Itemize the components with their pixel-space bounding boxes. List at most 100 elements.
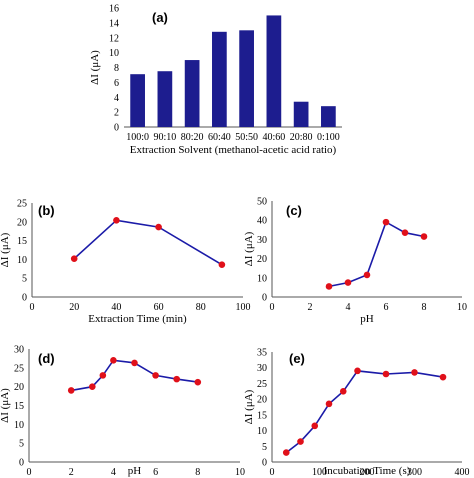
y-tick-label: 6 [114,78,119,89]
x-tick-label: 0 [30,302,35,313]
panel-label: (b) [38,203,55,218]
y-tick-label: 5 [19,439,24,450]
y-tick-label: 2 [114,108,119,119]
panel-label: (d) [38,351,55,366]
x-axis-title: Extraction Time (min) [88,313,187,325]
x-tick-label: 2 [69,467,74,478]
y-tick-label: 12 [109,33,119,44]
x-tick-label: 80 [196,302,206,313]
x-tick-label: 0 [270,467,275,478]
y-tick-label: 0 [262,293,267,304]
data-point [67,387,75,394]
panel-label: (c) [286,203,302,218]
bar [157,71,173,127]
data-point [401,229,409,236]
x-tick-label: 0 [270,302,275,313]
data-point [339,387,347,395]
bar [130,74,145,127]
y-axis-title: ΔI (μA) [89,50,101,85]
data-point [363,271,371,279]
x-tick-label: 10 [457,302,467,313]
x-axis-title: Incubation Time (s) [324,465,411,477]
data-point [297,438,304,445]
data-point [155,223,162,231]
data-point [89,383,96,390]
y-axis-title: ΔI (μA) [243,389,255,424]
data-point [173,375,180,383]
x-tick-label: 8 [422,302,427,313]
y-tick-label: 10 [257,273,267,284]
panel-a: 0 2 4 6 8 10 12 14 16 100:0 90:10 80:20 60:40 50:50 40… [89,4,342,156]
bar [293,101,309,127]
y-axis-title: ΔI (μA) [0,232,11,267]
data-point [131,359,138,367]
y-tick-label: 20 [257,395,267,406]
x-tick-label: 200 [360,467,375,478]
x-tick-label: 90:10 [153,132,176,143]
y-tick-label: 20 [17,217,27,228]
y-tick-label: 20 [14,382,24,393]
panel-label: (a) [152,10,168,25]
x-axis-title: Extraction Solvent (methanol-acetic acid… [130,144,337,156]
x-tick-label: 80:20 [181,132,204,143]
y-tick-label: 10 [109,48,119,59]
y-tick-label: 0 [262,458,267,469]
y-tick-label: 30 [257,363,267,374]
x-tick-label: 6 [153,467,158,478]
data-point [420,233,428,240]
x-axis-title: pH [128,465,142,477]
y-tick-label: 0 [22,293,27,304]
x-axis-title: pH [360,313,374,325]
y-tick-label: 30 [14,345,24,356]
panel-label: (e) [289,351,305,366]
x-tick-label: 0 [27,467,32,478]
panel-c: 0 10 20 30 40 50 0 2 4 6 8 10 (c) pH ΔI (μA) [243,197,467,326]
y-tick-label: 15 [257,410,267,421]
y-tick-label: 5 [22,274,27,285]
y-tick-label: 16 [109,4,119,15]
series-line [73,219,223,266]
y-tick-label: 10 [257,426,267,437]
y-tick-label: 15 [14,401,24,412]
y-tick-label: 30 [257,235,267,246]
x-tick-label: 40:60 [262,132,285,143]
data-point [344,279,352,286]
y-axis-title: ΔI (μA) [0,388,11,423]
panel-b: 0 5 10 15 20 25 0 20 40 60 80 100 (b) Extraction Time… [0,199,251,326]
bar [184,60,200,127]
data-point [70,255,78,262]
x-tick-label: 4 [346,302,351,313]
y-tick-label: 25 [257,379,267,390]
y-tick-label: 25 [14,363,24,374]
bar [321,106,336,127]
x-tick-label: 40 [111,302,121,313]
series-line [285,370,444,454]
data-point [354,367,361,375]
y-tick-label: 8 [114,63,119,74]
data-point [382,218,390,226]
bar [239,30,254,127]
y-tick-label: 10 [17,255,27,266]
x-tick-label: 100:0 [126,132,149,143]
x-tick-label: 60:40 [208,132,231,143]
x-tick-label: 20:80 [290,132,313,143]
data-point [325,283,333,290]
y-tick-label: 40 [257,216,267,227]
data-point [110,357,117,364]
y-tick-label: 20 [257,254,267,265]
data-point [311,422,319,430]
y-tick-label: 10 [14,420,24,431]
series-line [328,220,425,288]
data-point [194,378,202,386]
y-tick-label: 14 [109,18,119,29]
panel-e: 0 5 10 15 20 25 30 35 0 100 200 300 400 (e) Incubation… [243,348,470,478]
y-tick-label: 4 [114,93,119,104]
x-tick-label: 50:50 [235,132,258,143]
data-point [99,372,107,379]
data-point [411,369,418,376]
x-tick-label: 400 [455,467,470,478]
data-point [382,370,390,378]
y-tick-label: 35 [257,348,267,359]
x-tick-label: 100 [236,302,251,313]
y-tick-label: 25 [17,199,27,210]
